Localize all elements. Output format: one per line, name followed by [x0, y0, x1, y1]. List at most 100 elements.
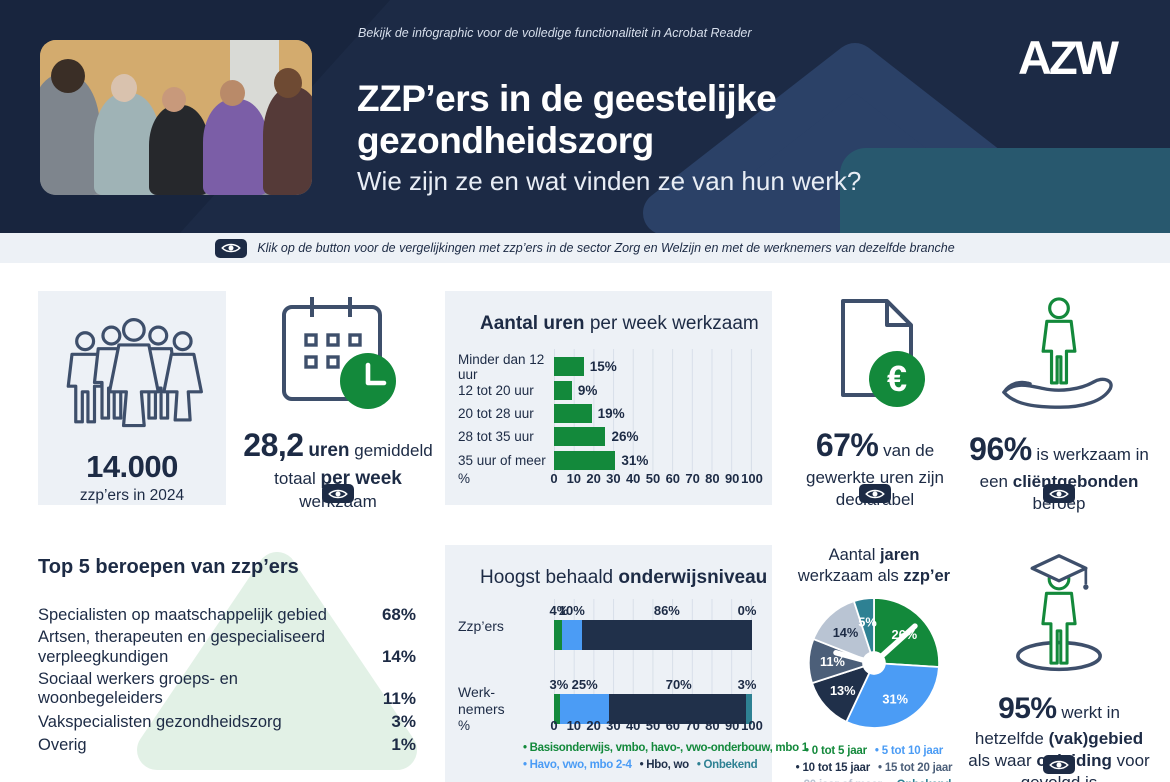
profession-value: 14%	[381, 646, 416, 666]
top5-professions: Top 5 beroepen van zzp’ers Specialisten …	[38, 556, 416, 758]
bar-zone: 9%	[554, 380, 752, 400]
chart-hours-per-week: Aantal uren per week werkzaam Minder dan…	[445, 291, 772, 505]
chart-years-as-zzper: Aantal jaren werkzaam als zzp’er 26%31%1…	[788, 545, 960, 782]
profession-value: 1%	[391, 734, 416, 754]
profession-label: Sociaal werkers groeps- en woonbegeleide…	[38, 669, 238, 708]
legend-item: • 15 tot 20 jaar	[878, 761, 953, 774]
stacked-bar-row: Zzp’ers 4% 10% 86% 0%	[458, 603, 756, 650]
graduate-person-icon	[1016, 554, 1102, 672]
bar-segment	[581, 620, 752, 650]
stat-declarable: € 67% van de gewerkte uren zijn declarab…	[786, 291, 964, 509]
segment-value-label: 25%	[571, 677, 598, 692]
bar-zone: 31%	[554, 450, 752, 470]
client-bound-compare-button[interactable]	[1043, 484, 1075, 503]
hours-average-text: 28,2 uren gemiddeld totaal per week werk…	[243, 427, 433, 511]
axis-tick: 20	[586, 471, 601, 486]
axis-tick: 90	[724, 718, 740, 733]
stacked-category-label: Werk-nemers	[458, 684, 505, 717]
axis-tick: 70	[685, 718, 700, 733]
axis-tick: 20	[586, 718, 601, 733]
list-item: Artsen, therapeuten en gespecialiseerd v…	[38, 628, 416, 667]
stat-total-zzpers: 14.000 zzp’ers in 2024	[38, 291, 226, 505]
bar	[554, 403, 592, 423]
bar-category-label: 12 tot 20 uur	[458, 382, 534, 398]
pie-legend-row: • 10 tot 15 jaar • 15 tot 20 jaar	[788, 760, 960, 777]
pie-legend: • 0 tot 5 jaar • 5 tot 10 jaar • 10 tot 15…	[788, 743, 960, 782]
stat-hours-average: 28,2 uren gemiddeld totaal per week werk…	[240, 291, 436, 511]
azw-logo: AZW	[1018, 31, 1119, 84]
segment-value-label: 70%	[665, 677, 692, 692]
axis-tick: 80	[705, 471, 720, 486]
calendar-clock-icon	[282, 297, 396, 409]
profession-value: 68%	[381, 605, 416, 624]
pie-slice-label: 14%	[833, 625, 859, 640]
axis-tick: 50	[645, 718, 661, 733]
bar-row: 12 tot 20 uur 9%	[458, 378, 752, 401]
declarable-text: 67% van de gewerkte uren zijn declarabel	[806, 427, 944, 509]
declarable-compare-button[interactable]	[859, 484, 891, 503]
bar-value-label: 19%	[597, 405, 625, 421]
legend-item: • 5 tot 10 jaar	[874, 745, 944, 758]
segment-value-label: 10%	[558, 603, 585, 618]
total-label: zzp’ers in 2024	[79, 487, 185, 504]
education-x-axis: % 0 10 20 30 40 50 60 70 80 90 100	[458, 718, 763, 734]
list-item: Specialisten op maatschappelijk gebied 68…	[38, 605, 416, 625]
eye-icon	[221, 243, 242, 253]
bar-category-label: Minder dan 12 uur	[458, 351, 545, 382]
bar-row: 35 uur of meer 31%	[458, 449, 752, 472]
axis-tick: 80	[705, 718, 720, 733]
bar-segment	[608, 694, 747, 724]
list-item: Vakspecialisten gezondheidszorg 3%	[38, 712, 416, 732]
axis-tick: 100	[741, 718, 763, 733]
list-item: Sociaal werkers groeps- en woonbegeleide…	[38, 670, 416, 709]
eye-icon	[865, 489, 885, 498]
education-match-compare-button[interactable]	[1043, 755, 1075, 774]
bar-value-label: 15%	[589, 359, 617, 375]
axis-tick: 40	[625, 471, 641, 486]
profession-label: Vakspecialisten gezondheidszorg	[38, 712, 282, 731]
bar	[554, 357, 584, 377]
bar-category-label: 35 uur of meer	[458, 452, 546, 468]
bar-segment	[559, 694, 609, 724]
stacked-zone: 4% 10% 86% 0%	[550, 603, 756, 650]
profession-value: 3%	[391, 711, 416, 731]
axis-tick: 30	[606, 471, 621, 486]
chart-education-title: Hoogst behaald onderwijsniveau	[480, 567, 768, 588]
segment-value-label: 0%	[737, 603, 757, 618]
green-triangle-decoration	[137, 552, 417, 770]
legend-item: • 10 tot 15 jaar	[795, 761, 871, 774]
axis-tick: 90	[724, 471, 740, 486]
hours-compare-button[interactable]	[322, 484, 354, 503]
svg-text:€: €	[887, 358, 907, 399]
axis-tick: 70	[685, 471, 700, 486]
compare-toggle-button[interactable]	[215, 238, 248, 258]
legend-item: • Basisonderwijs, vmbo, havo-, vwo-onder…	[523, 741, 808, 754]
stacked-bar-row: Werk-nemers 3% 25% 70% 3%	[458, 677, 757, 724]
pie-title: Aantal jaren werkzaam als zzp’er	[797, 546, 951, 585]
notice-bar: Klik op de button voor de vergelijkingen…	[0, 233, 1170, 263]
axis-tick: 0	[550, 718, 558, 733]
pie-slice	[853, 597, 875, 665]
segment-labels: 3% 25% 70% 3%	[550, 677, 757, 694]
stat-client-bound: 96% is werkzaam in een cliëntgebonden be…	[964, 291, 1154, 513]
stacked-zone: 3% 25% 70% 3%	[550, 677, 757, 724]
axis-tick: 10	[566, 471, 582, 486]
person-in-hand-icon	[1002, 297, 1113, 409]
header-teal-shape	[840, 148, 1170, 233]
page-title: ZZP’ers in de geestelijke gezondheidszor…	[357, 78, 777, 161]
top5-title: Top 5 beroepen van zzp’ers	[38, 556, 299, 578]
profession-value: 11%	[382, 688, 416, 708]
axis-tick: 60	[665, 718, 681, 733]
list-item: Overig 1%	[38, 735, 416, 755]
hours-percent-label: %	[458, 471, 471, 486]
acrobat-note: Bekijk de infographic voor de volledige …	[358, 26, 752, 40]
pie-slice-label: 31%	[882, 692, 908, 707]
clock-center	[862, 651, 886, 676]
segment-value-label: 86%	[653, 603, 680, 618]
bar-category-label: 28 tot 35 uur	[458, 429, 534, 445]
eye-icon	[328, 489, 348, 498]
legend-item: • Onbekend	[696, 758, 758, 771]
bar	[554, 427, 606, 447]
axis-tick: 30	[606, 718, 621, 733]
